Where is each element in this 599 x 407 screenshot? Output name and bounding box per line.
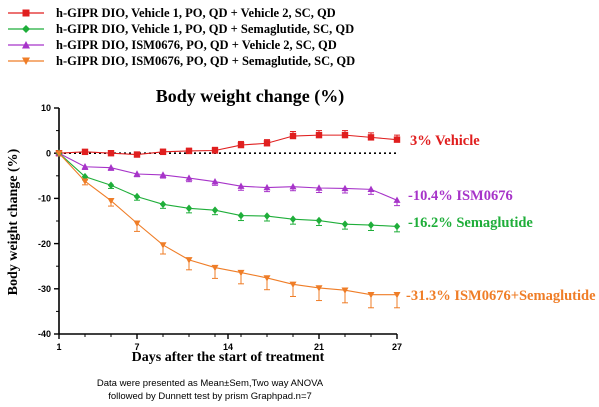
legend-label-semaglutide: h-GIPR DIO, Vehicle 1, PO, QD + Semaglut… bbox=[56, 22, 354, 36]
y-axis-label: Body weight change (%) bbox=[6, 148, 21, 295]
annotation-combo: -31.3% ISM0676+Semaglutide bbox=[406, 288, 596, 304]
y-tick-label: -10 bbox=[38, 194, 51, 204]
y-tick-label: -30 bbox=[38, 284, 51, 294]
data-point-diamond bbox=[185, 204, 193, 213]
series-square bbox=[55, 130, 401, 158]
legend-marker-triangle-down bbox=[22, 57, 30, 65]
data-point-triangle-down bbox=[81, 178, 89, 185]
footnote-line-2: followed by Dunnett test by prism Graphp… bbox=[108, 391, 312, 402]
data-point-triangle-up bbox=[367, 185, 375, 193]
x-tick-label: 14 bbox=[223, 342, 233, 352]
data-point-triangle-up bbox=[263, 183, 271, 191]
legend-item-ism0676: h-GIPR DIO, ISM0676, PO, QD + Vehicle 2,… bbox=[8, 38, 337, 52]
data-point-diamond bbox=[81, 172, 89, 181]
data-point-square bbox=[263, 140, 271, 147]
legend-label-vehicle: h-GIPR DIO, Vehicle 1, PO, QD + Vehicle … bbox=[56, 6, 336, 20]
data-point-square bbox=[367, 134, 375, 141]
data-point-triangle-up bbox=[81, 163, 89, 170]
y-tick-label: 0 bbox=[46, 148, 51, 158]
data-point-diamond bbox=[237, 211, 245, 220]
data-point-diamond bbox=[263, 212, 271, 220]
data-point-triangle-down bbox=[315, 285, 323, 292]
data-point-square bbox=[133, 151, 141, 158]
series-line bbox=[58, 152, 398, 201]
data-point-diamond bbox=[341, 220, 349, 228]
data-point-diamond bbox=[211, 206, 219, 214]
y-tick-label: -40 bbox=[38, 329, 51, 339]
legend-item-semaglutide: h-GIPR DIO, Vehicle 1, PO, QD + Semaglut… bbox=[8, 22, 354, 36]
x-tick-label: 7 bbox=[134, 342, 139, 352]
legend-label-ism0676: h-GIPR DIO, ISM0676, PO, QD + Vehicle 2,… bbox=[56, 38, 337, 52]
series-diamond bbox=[55, 149, 401, 233]
data-point-triangle-up bbox=[315, 184, 323, 191]
legend-marker-square bbox=[22, 9, 30, 17]
data-point-triangle-up bbox=[211, 177, 219, 185]
series-triangle-down bbox=[55, 150, 401, 309]
series-line bbox=[58, 134, 398, 156]
x-tick-label: 1 bbox=[56, 342, 61, 352]
data-point-triangle-down bbox=[289, 281, 297, 288]
legend-item-vehicle: h-GIPR DIO, Vehicle 1, PO, QD + Vehicle … bbox=[8, 6, 336, 20]
data-point-triangle-up bbox=[107, 163, 115, 171]
legend: h-GIPR DIO, Vehicle 1, PO, QD + Vehicle … bbox=[8, 6, 355, 68]
data-point-triangle-down bbox=[393, 291, 401, 299]
annotation-semaglutide: -16.2% Semaglutide bbox=[408, 215, 533, 231]
series-triangle-up bbox=[55, 149, 401, 207]
data-point-triangle-down bbox=[107, 197, 115, 205]
y-tick-label: -20 bbox=[38, 239, 51, 249]
data-point-triangle-up bbox=[159, 171, 167, 178]
data-point-triangle-up bbox=[341, 184, 349, 192]
data-point-triangle-down bbox=[237, 269, 245, 277]
data-point-diamond bbox=[367, 221, 375, 229]
data-point-square bbox=[315, 131, 323, 139]
data-point-diamond bbox=[133, 192, 141, 201]
legend-marker-triangle-up bbox=[22, 41, 30, 49]
data-point-square bbox=[185, 147, 193, 155]
y-tick-label: 10 bbox=[41, 103, 51, 113]
annotation-vehicle: 3% Vehicle bbox=[410, 133, 480, 149]
data-point-triangle-down bbox=[367, 291, 375, 299]
series-line bbox=[58, 152, 397, 296]
series-line bbox=[58, 152, 398, 227]
data-point-square bbox=[211, 147, 219, 154]
legend-item-combo: h-GIPR DIO, ISM0676, PO, QD + Semaglutid… bbox=[8, 54, 355, 68]
series-layer bbox=[55, 130, 401, 309]
data-point-diamond bbox=[159, 200, 167, 209]
x-tick-label: 27 bbox=[392, 342, 402, 352]
data-point-diamond bbox=[289, 215, 297, 223]
data-point-square bbox=[393, 136, 401, 143]
data-point-triangle-down bbox=[211, 264, 219, 272]
data-point-square bbox=[107, 150, 115, 157]
data-point-diamond bbox=[393, 222, 401, 231]
x-tick-label: 21 bbox=[314, 342, 324, 352]
data-point-triangle-down bbox=[341, 287, 349, 294]
data-point-triangle-up bbox=[133, 170, 141, 177]
data-point-diamond bbox=[315, 216, 323, 225]
x-axis-label: Days after the start of treatment bbox=[132, 350, 325, 365]
annotation-ism0676: -10.4% ISM0676 bbox=[408, 188, 513, 204]
axes: 10 0 -10 -20 -30 -40 1 7 14 21 27 bbox=[38, 103, 402, 352]
data-point-triangle-down bbox=[133, 220, 141, 227]
data-point-triangle-down bbox=[159, 242, 167, 249]
data-point-diamond bbox=[107, 181, 115, 190]
data-point-square bbox=[237, 141, 245, 149]
footnote-line-1: Data were presented as Mean±Sem,Two way … bbox=[97, 378, 324, 389]
legend-label-combo: h-GIPR DIO, ISM0676, PO, QD + Semaglutid… bbox=[56, 54, 355, 68]
data-point-triangle-up bbox=[237, 182, 245, 189]
data-point-triangle-up bbox=[289, 182, 297, 190]
legend-marker-diamond bbox=[22, 25, 30, 33]
data-point-triangle-up bbox=[393, 196, 401, 203]
data-point-triangle-up bbox=[185, 174, 193, 181]
data-point-square bbox=[81, 148, 89, 156]
data-point-triangle-down bbox=[263, 275, 271, 282]
data-point-square bbox=[159, 148, 167, 156]
data-point-triangle-down bbox=[185, 257, 193, 264]
data-point-square bbox=[341, 131, 349, 139]
data-point-triangle-down bbox=[55, 150, 63, 157]
chart-title: Body weight change (%) bbox=[156, 86, 345, 107]
data-point-square bbox=[289, 132, 297, 140]
